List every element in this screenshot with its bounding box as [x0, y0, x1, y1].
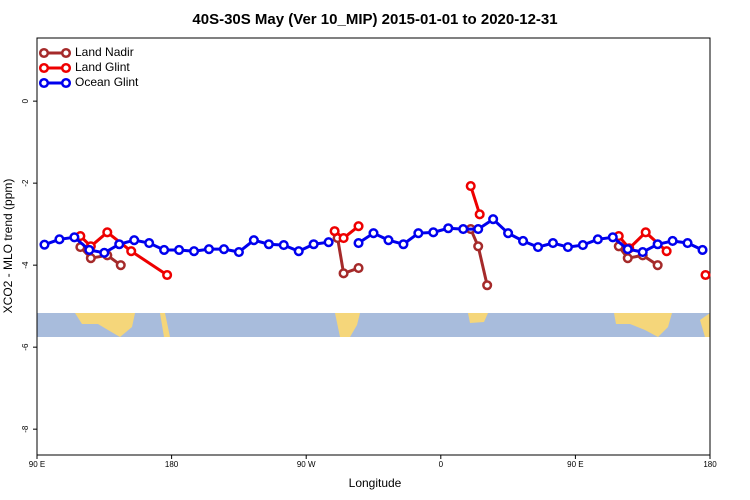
data-point: [562, 242, 573, 253]
data-point: [39, 239, 50, 250]
data-point: [652, 260, 663, 271]
data-point: [84, 244, 95, 256]
data-point: [661, 246, 672, 257]
data-point: [293, 246, 304, 257]
data-point: [667, 235, 678, 247]
data-point: [188, 246, 200, 257]
data-point: [368, 228, 379, 239]
data-point: [682, 237, 693, 249]
data-point: [428, 227, 439, 238]
data-point: [248, 235, 259, 246]
y-tick-label: -6: [21, 343, 30, 351]
data-point: [547, 237, 559, 249]
x-tick-label: 180: [165, 460, 179, 469]
data-point: [338, 233, 349, 244]
data-point: [383, 235, 394, 246]
map-strip: [37, 313, 710, 337]
data-point: [329, 226, 340, 237]
data-point: [473, 224, 484, 235]
data-point: [465, 180, 476, 192]
data-point: [637, 246, 648, 258]
x-tick-label: 90 W: [297, 460, 316, 469]
data-point: [338, 268, 349, 279]
x-tick-label: 0: [439, 460, 444, 469]
data-point: [233, 246, 244, 258]
data-point: [518, 235, 529, 247]
data-point: [700, 269, 711, 281]
data-point: [126, 246, 137, 257]
y-axis-label: XCO2 - MLO trend (ppm): [1, 179, 15, 314]
legend-marker: [38, 77, 50, 89]
y-tick-label: -2: [21, 179, 30, 187]
data-point: [532, 242, 544, 253]
y-tick-label: -4: [21, 261, 30, 269]
data-point: [482, 280, 493, 291]
data-point: [697, 244, 708, 256]
data-point: [85, 253, 96, 264]
series-line: [80, 186, 705, 275]
data-point: [129, 235, 140, 246]
plot-frame: [36, 37, 711, 456]
data-point: [474, 209, 485, 220]
data-point: [443, 223, 454, 234]
x-tick-label: 90 E: [29, 460, 45, 469]
x-tick-label: 180: [703, 460, 717, 469]
data-point: [577, 240, 588, 251]
data-point: [503, 228, 514, 239]
data-point: [174, 244, 185, 256]
data-point: [622, 244, 633, 255]
legend-label: Ocean Glint: [75, 75, 139, 89]
data-point: [398, 239, 409, 250]
data-point: [323, 237, 334, 248]
data-point: [162, 269, 173, 281]
data-point: [353, 262, 364, 274]
data-point: [622, 253, 633, 264]
data-point: [159, 244, 170, 256]
data-point: [652, 239, 663, 250]
x-axis-label: Longitude: [349, 476, 402, 490]
data-point: [102, 227, 113, 238]
data-point: [308, 239, 319, 250]
data-point: [473, 241, 484, 252]
legend-marker: [60, 62, 72, 74]
data-point: [69, 232, 80, 243]
data-point: [640, 227, 651, 238]
data-point: [114, 239, 125, 250]
chart-title: 40S-30S May (Ver 10_MIP) 2015-01-01 to 2…: [192, 11, 557, 28]
data-point: [353, 237, 364, 249]
legend-marker: [60, 47, 72, 59]
y-tick-label: -8: [21, 425, 30, 433]
legend-label: Land Nadir: [75, 45, 134, 59]
data-point: [203, 244, 215, 255]
data-point: [278, 240, 289, 251]
legend-marker: [38, 62, 50, 74]
data-point: [144, 237, 155, 249]
data-point: [592, 234, 603, 245]
data-point: [353, 221, 364, 232]
data-point: [607, 232, 618, 243]
legend-label: Land Glint: [75, 60, 130, 74]
data-point: [54, 234, 65, 245]
legend-marker: [38, 47, 50, 59]
x-tick-label: 90 E: [567, 460, 583, 469]
data-point: [218, 244, 229, 255]
legend-marker: [60, 77, 72, 89]
data-point: [99, 247, 110, 258]
data-point: [488, 214, 499, 225]
data-point: [263, 239, 274, 250]
data-point: [115, 260, 126, 271]
data-point: [458, 224, 469, 235]
data-point: [413, 228, 424, 239]
y-tick-label: 0: [21, 98, 30, 103]
